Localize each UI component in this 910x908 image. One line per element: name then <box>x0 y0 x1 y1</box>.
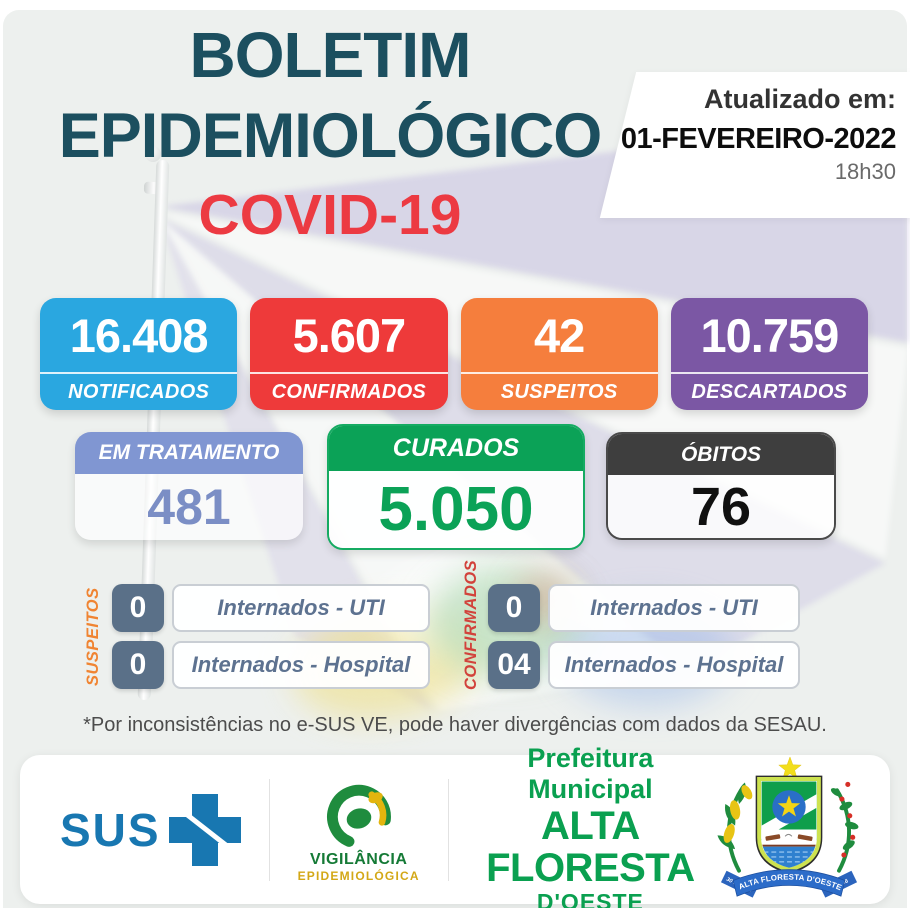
card-suspeitos: 42 SUSPEITOS <box>460 298 658 410</box>
footer-divider <box>268 778 270 881</box>
em-tratamento-value: 481 <box>75 474 303 540</box>
suspeitos-uti-count: 0 <box>112 584 164 632</box>
prefeitura-line2: ALTA FLORESTA <box>486 804 695 890</box>
suspeitos-hospital-count: 0 <box>112 641 164 689</box>
vigilancia-logo: VIGILÂNCIA EPIDEMIOLÓGICA <box>298 777 420 883</box>
confirmados-uti-count: 0 <box>488 584 540 632</box>
sus-logo-text: SUS <box>60 803 161 856</box>
confirmados-uti-label: Internados - UTI <box>548 584 800 632</box>
footer-panel: SUS VIGILÂNCIA EPIDEMIOLÓGICA Prefeitura… <box>20 743 890 908</box>
confirmados-hospital-count: 04 <box>488 641 540 689</box>
vigilancia-subtitle: EPIDEMIOLÓGICA <box>297 868 420 883</box>
card-notificados: 16.408 NOTIFICADOS <box>40 298 238 410</box>
suspeitos-hospital-label: Internados - Hospital <box>172 641 430 689</box>
card-obitos: ÓBITOS 76 <box>606 432 836 540</box>
confirmados-value: 5.607 <box>292 308 407 362</box>
card-confirmados: 5.607 CONFIRMADOS <box>250 298 448 410</box>
notificados-label: NOTIFICADOS <box>40 372 238 410</box>
obitos-value: 76 <box>608 475 834 538</box>
descartados-value: 10.759 <box>700 308 839 362</box>
page-title-line1: BOLETIM <box>189 19 472 91</box>
confirmados-hospital-label: Internados - Hospital <box>548 641 800 689</box>
crest-star-burst <box>778 756 802 779</box>
municipal-coat-of-arms: 30 de Maio de 1986 ALTA FLORESTA D'OESTE <box>717 756 859 898</box>
sus-logo: SUS <box>60 793 243 866</box>
suspeitos-label: SUSPEITOS <box>460 372 658 410</box>
group-label-suspeitos: SUSPEITOS <box>84 587 102 687</box>
updated-date: 01-FEVEREIRO-2022 <box>620 123 897 155</box>
curados-value: 5.050 <box>329 471 583 548</box>
vigilancia-swoosh-icon <box>326 784 391 849</box>
flagpole-finial <box>145 146 161 162</box>
confirmados-label: CONFIRMADOS <box>250 372 448 410</box>
card-em-tratamento: EM TRATAMENTO 481 <box>75 432 303 540</box>
page-subtitle-covid: COVID-19 <box>198 183 462 247</box>
updated-time: 18h30 <box>834 159 896 184</box>
notificados-value: 16.408 <box>69 308 209 362</box>
footer-divider <box>447 778 449 881</box>
descartados-label: DESCARTADOS <box>670 372 868 410</box>
prefeitura-line1: Prefeitura Municipal <box>527 743 654 804</box>
page-title-line2: EPIDEMIOLÓGICO <box>58 101 603 171</box>
crest-corn-branch <box>717 782 753 873</box>
crest-shield <box>755 775 823 874</box>
crest-coffee-branch <box>830 781 859 873</box>
crest-ribbon: 30 de Maio de 1986 ALTA FLORESTA D'OESTE <box>720 869 858 898</box>
footnote: *Por inconsistências no e-SUS VE, pode h… <box>83 714 827 736</box>
card-descartados: 10.759 DESCARTADOS <box>670 298 868 410</box>
sus-cross-icon <box>168 793 243 866</box>
suspeitos-uti-label: Internados - UTI <box>172 584 430 632</box>
suspeitos-value: 42 <box>533 308 585 362</box>
group-label-confirmados: CONFIRMADOS <box>462 559 480 690</box>
obitos-label: ÓBITOS <box>608 434 834 475</box>
prefeitura-block: Prefeitura Municipal ALTA FLORESTA D'OES… <box>483 743 698 908</box>
em-tratamento-label: EM TRATAMENTO <box>75 432 303 474</box>
vigilancia-title: VIGILÂNCIA <box>309 850 408 868</box>
curados-label: CURADOS <box>329 426 583 471</box>
prefeitura-line3: D'OESTE <box>536 889 644 908</box>
summary-cards-row: 16.408 NOTIFICADOS 5.607 CONFIRMADOS 42 … <box>40 298 868 410</box>
updated-block: Atualizado em: 01-FEVEREIRO-2022 18h30 <box>596 84 897 185</box>
card-curados: CURADOS 5.050 <box>327 424 585 550</box>
updated-label: Atualizado em: <box>703 84 896 114</box>
